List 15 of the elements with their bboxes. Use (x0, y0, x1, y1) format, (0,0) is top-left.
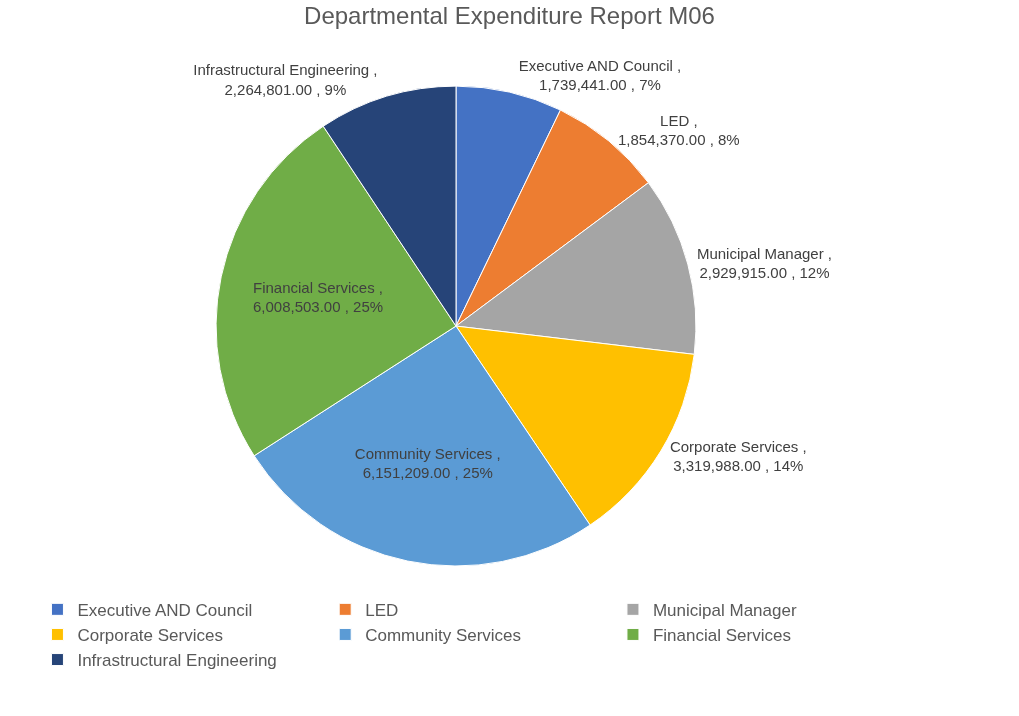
data-label: Corporate Services , 3,319,988.00 , 14% (669, 437, 807, 475)
data-label: Community Services , 6,151,209.00 , 25% (354, 444, 501, 482)
legend-label: Community Services (365, 626, 522, 646)
data-label: Infrastructural Engineering , 2,264,801.00 , 9% (193, 61, 378, 98)
legend-label: Municipal Manager (652, 600, 797, 620)
data-label: Executive AND Council , 1,739,441.00 , 7% (518, 56, 682, 94)
data-label: Municipal Manager , 2,929,915.00 , 12% (696, 244, 833, 282)
legend-label: Corporate Services (77, 626, 223, 646)
legend-label: Infrastructural Engineering (77, 651, 277, 671)
legend-label: LED (365, 600, 399, 620)
data-label: Financial Services , 6,008,503.00 , 25% (252, 278, 384, 316)
chart-title: Departmental Expenditure Report M06 (304, 1, 715, 29)
legend-label: Financial Services (652, 626, 791, 646)
legend-label: Executive AND Council (77, 600, 253, 620)
data-label: LED , 1,854,370.00 , 8% (617, 111, 740, 149)
